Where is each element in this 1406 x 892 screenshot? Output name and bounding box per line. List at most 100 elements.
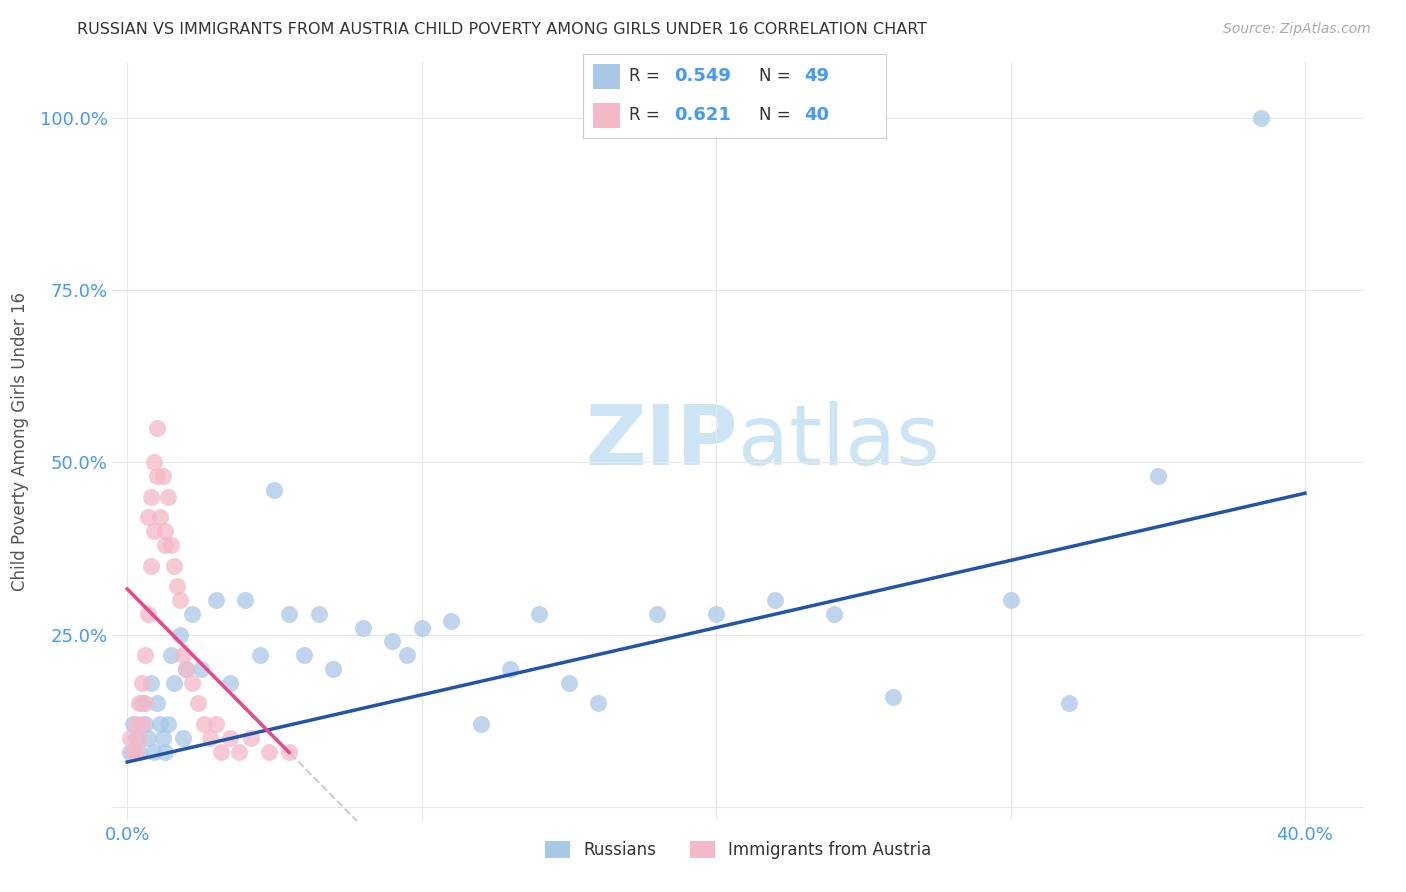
Point bbox=[204, 593, 226, 607]
Point bbox=[190, 662, 212, 676]
Point bbox=[239, 731, 262, 745]
Point bbox=[882, 690, 904, 704]
Point bbox=[395, 648, 418, 663]
Point bbox=[120, 731, 142, 745]
Text: R =: R = bbox=[628, 68, 659, 86]
Point bbox=[198, 731, 221, 745]
Point bbox=[152, 731, 174, 745]
Point bbox=[125, 745, 148, 759]
Point bbox=[131, 697, 153, 711]
Point bbox=[139, 490, 162, 504]
Point bbox=[142, 745, 165, 759]
Point bbox=[160, 648, 183, 663]
Point bbox=[169, 627, 191, 641]
Point bbox=[139, 675, 162, 690]
Point bbox=[131, 675, 153, 690]
Point bbox=[120, 745, 142, 759]
Text: R =: R = bbox=[628, 106, 659, 124]
Point bbox=[145, 469, 167, 483]
Point bbox=[155, 524, 177, 538]
Point bbox=[125, 717, 148, 731]
Point bbox=[122, 717, 145, 731]
Point bbox=[163, 558, 186, 573]
Point bbox=[131, 717, 153, 731]
Point bbox=[136, 510, 159, 524]
Point bbox=[558, 675, 581, 690]
Point bbox=[529, 607, 551, 621]
Point bbox=[645, 607, 668, 621]
Text: N =: N = bbox=[759, 68, 790, 86]
Point bbox=[169, 593, 191, 607]
Point bbox=[172, 731, 194, 745]
Point bbox=[308, 607, 330, 621]
Point bbox=[181, 675, 204, 690]
Point bbox=[1000, 593, 1022, 607]
Point bbox=[278, 745, 301, 759]
Text: 0.621: 0.621 bbox=[675, 106, 731, 124]
Point bbox=[278, 607, 301, 621]
Point bbox=[1250, 111, 1272, 125]
Text: N =: N = bbox=[759, 106, 790, 124]
Point bbox=[499, 662, 522, 676]
Point bbox=[134, 717, 156, 731]
Point bbox=[155, 538, 177, 552]
Point bbox=[125, 731, 148, 745]
Point bbox=[1059, 697, 1081, 711]
Point bbox=[145, 421, 167, 435]
Point bbox=[160, 538, 183, 552]
Point bbox=[322, 662, 344, 676]
Point bbox=[233, 593, 256, 607]
Point bbox=[411, 621, 433, 635]
Point bbox=[128, 697, 150, 711]
Point bbox=[142, 524, 165, 538]
Point bbox=[174, 662, 197, 676]
Point bbox=[352, 621, 374, 635]
Point bbox=[204, 717, 226, 731]
Point bbox=[440, 614, 463, 628]
Point bbox=[149, 717, 172, 731]
Legend: Russians, Immigrants from Austria: Russians, Immigrants from Austria bbox=[538, 834, 938, 865]
Point bbox=[149, 510, 172, 524]
Text: 0.549: 0.549 bbox=[675, 68, 731, 86]
Bar bbox=[592, 103, 620, 128]
Text: atlas: atlas bbox=[738, 401, 939, 482]
Point bbox=[823, 607, 845, 621]
Bar bbox=[592, 63, 620, 89]
Point bbox=[155, 745, 177, 759]
Point bbox=[134, 697, 156, 711]
Point bbox=[704, 607, 727, 621]
Text: ZIP: ZIP bbox=[586, 401, 738, 482]
Point bbox=[174, 662, 197, 676]
Point bbox=[193, 717, 215, 731]
Text: Source: ZipAtlas.com: Source: ZipAtlas.com bbox=[1223, 22, 1371, 37]
Point bbox=[172, 648, 194, 663]
Point bbox=[157, 490, 180, 504]
Point bbox=[209, 745, 232, 759]
Point bbox=[122, 745, 145, 759]
Point bbox=[470, 717, 492, 731]
Text: RUSSIAN VS IMMIGRANTS FROM AUSTRIA CHILD POVERTY AMONG GIRLS UNDER 16 CORRELATIO: RUSSIAN VS IMMIGRANTS FROM AUSTRIA CHILD… bbox=[77, 22, 928, 37]
Point bbox=[219, 731, 242, 745]
Point bbox=[128, 745, 150, 759]
Point bbox=[588, 697, 610, 711]
Point bbox=[152, 469, 174, 483]
Point bbox=[139, 558, 162, 573]
Point bbox=[166, 579, 188, 593]
Point bbox=[1146, 469, 1168, 483]
Point bbox=[145, 697, 167, 711]
Y-axis label: Child Poverty Among Girls Under 16: Child Poverty Among Girls Under 16 bbox=[10, 292, 28, 591]
Point bbox=[249, 648, 271, 663]
Point bbox=[381, 634, 404, 648]
Point bbox=[134, 648, 156, 663]
Text: 49: 49 bbox=[804, 68, 830, 86]
Point bbox=[187, 697, 209, 711]
Point bbox=[163, 675, 186, 690]
Point bbox=[136, 607, 159, 621]
Point bbox=[142, 455, 165, 469]
Point bbox=[219, 675, 242, 690]
Point bbox=[128, 731, 150, 745]
Text: 40: 40 bbox=[804, 106, 830, 124]
Point bbox=[228, 745, 250, 759]
Point bbox=[181, 607, 204, 621]
Point bbox=[136, 731, 159, 745]
